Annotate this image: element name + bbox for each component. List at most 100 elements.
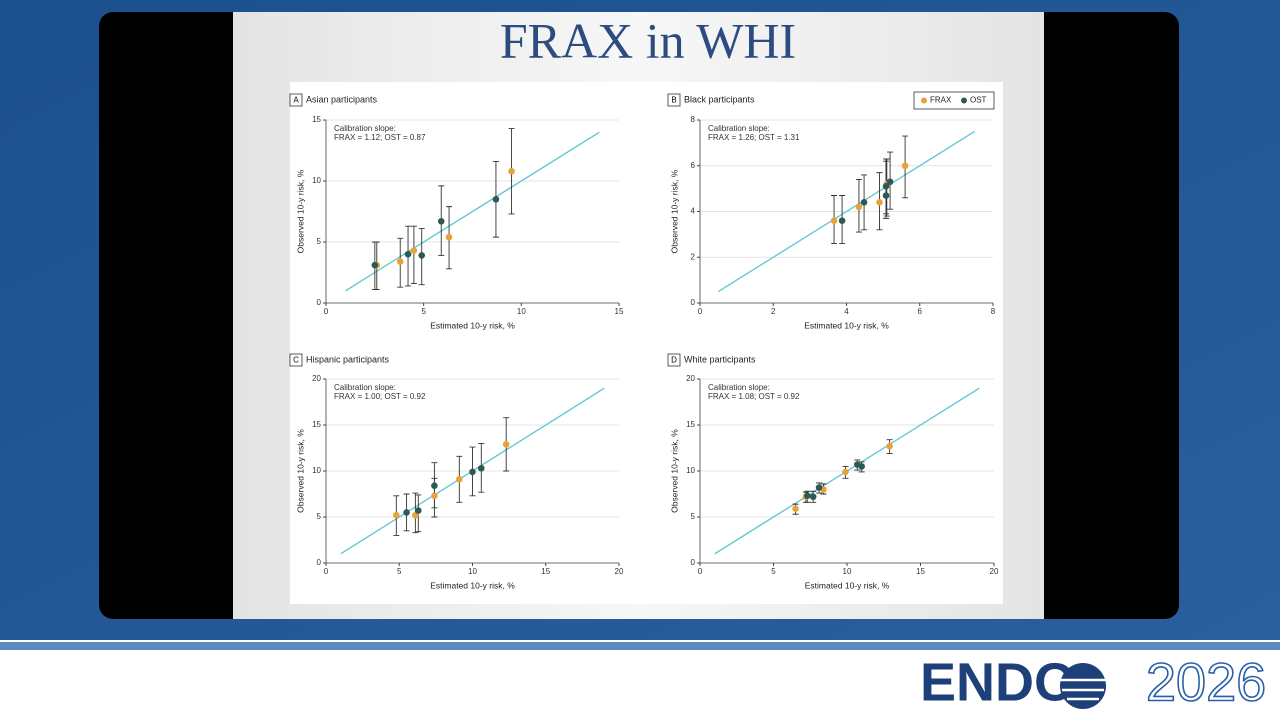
y-tick-label: 0 [691,298,696,307]
point [403,509,410,516]
point [431,482,438,490]
point [371,261,379,269]
y-tick-label: 10 [312,176,321,185]
point [815,484,823,491]
x-tick-label: 15 [916,567,925,576]
panel-label: D [671,356,677,365]
y-axis-label: Observed 10-y risk, % [669,169,679,253]
logo-globe-lines [1060,678,1106,701]
point [882,192,890,199]
footer-stripe [0,642,1280,650]
y-tick-label: 20 [312,374,321,383]
y-tick-label: 15 [686,420,695,429]
x-tick-label: 10 [468,567,477,576]
y-tick-label: 15 [312,115,321,124]
y-tick-label: 10 [686,466,695,475]
point [792,505,799,513]
x-tick-label: 0 [698,567,703,576]
x-tick-label: 8 [991,307,996,316]
x-tick-label: 2 [771,307,776,316]
legend-label: OST [970,96,987,105]
y-tick-label: 10 [312,466,321,475]
annotation: FRAX = 1.00; OST = 0.92 [334,392,426,401]
point [809,493,817,501]
point [804,492,811,500]
point [410,247,418,254]
y-axis-label: Observed 10-y risk, % [295,429,305,513]
annotation: Calibration slope: [334,383,396,392]
panel-label: A [293,96,299,105]
point [901,162,909,170]
x-tick-label: 10 [517,307,526,316]
point [858,463,865,470]
panel-title: Hispanic participants [306,354,390,364]
panel-title: Black participants [684,94,755,104]
x-tick-label: 20 [990,567,999,576]
panel-title: White participants [684,354,756,364]
x-tick-label: 0 [324,307,329,316]
point [396,258,404,265]
x-tick-label: 0 [698,307,703,316]
point [469,468,476,476]
x-tick-label: 5 [421,307,426,316]
figure [290,82,1003,604]
y-tick-label: 2 [691,252,696,261]
calibration-line [345,131,600,292]
x-axis-label: Estimated 10-y risk, % [430,320,515,330]
point [414,507,422,514]
calibration-line [717,130,976,293]
y-tick-label: 6 [691,161,696,170]
panel-label-box [667,93,681,107]
point [477,464,485,472]
annotation: FRAX = 1.08; OST = 0.92 [708,392,800,401]
panel-label: B [671,96,676,105]
y-tick-label: 15 [312,420,321,429]
error-bar [410,225,417,284]
point [431,492,438,500]
annotation: Calibration slope: [708,124,770,133]
panel-label-box [289,93,303,107]
legend-label: FRAX [930,96,952,105]
point [502,441,510,448]
y-tick-label: 0 [317,558,322,567]
y-tick-label: 5 [317,512,322,521]
y-tick-label: 20 [686,374,695,383]
x-axis-label: Estimated 10-y risk, % [805,580,890,590]
x-tick-label: 4 [844,307,849,316]
point [882,183,890,190]
x-tick-label: 0 [324,567,329,576]
logo-light: 2026 [1146,652,1266,712]
panel-label-box [667,353,681,367]
point [876,199,883,206]
panel-title: Asian participants [306,94,378,104]
y-tick-label: 5 [317,237,322,246]
point [838,217,846,224]
point [830,217,838,224]
y-axis-label: Observed 10-y risk, % [295,169,305,253]
x-tick-label: 5 [397,567,402,576]
point [508,167,515,175]
x-tick-label: 6 [918,307,923,316]
x-tick-label: 5 [771,567,776,576]
x-tick-label: 10 [843,567,852,576]
y-tick-label: 4 [691,207,696,216]
y-tick-label: 8 [691,115,696,124]
point [842,468,849,476]
legend-swatch [961,97,967,104]
point [886,442,893,450]
point [456,475,463,483]
point [393,511,400,519]
point [418,252,426,259]
y-tick-label: 0 [691,558,696,567]
y-axis-label: Observed 10-y risk, % [669,429,679,513]
legend [913,91,995,110]
x-tick-label: 15 [541,567,550,576]
annotation: FRAX = 1.12; OST = 0.87 [334,133,426,142]
point [886,178,894,186]
logo-bold: ENDO [920,652,1076,712]
charts: A Asian participants 0 5 10 15 0 5 10 15 Estimated… [289,91,999,590]
logo-globe [1060,663,1106,709]
x-axis-label: Estimated 10-y risk, % [430,580,515,590]
annotation: Calibration slope: [708,383,770,392]
point [855,203,863,211]
